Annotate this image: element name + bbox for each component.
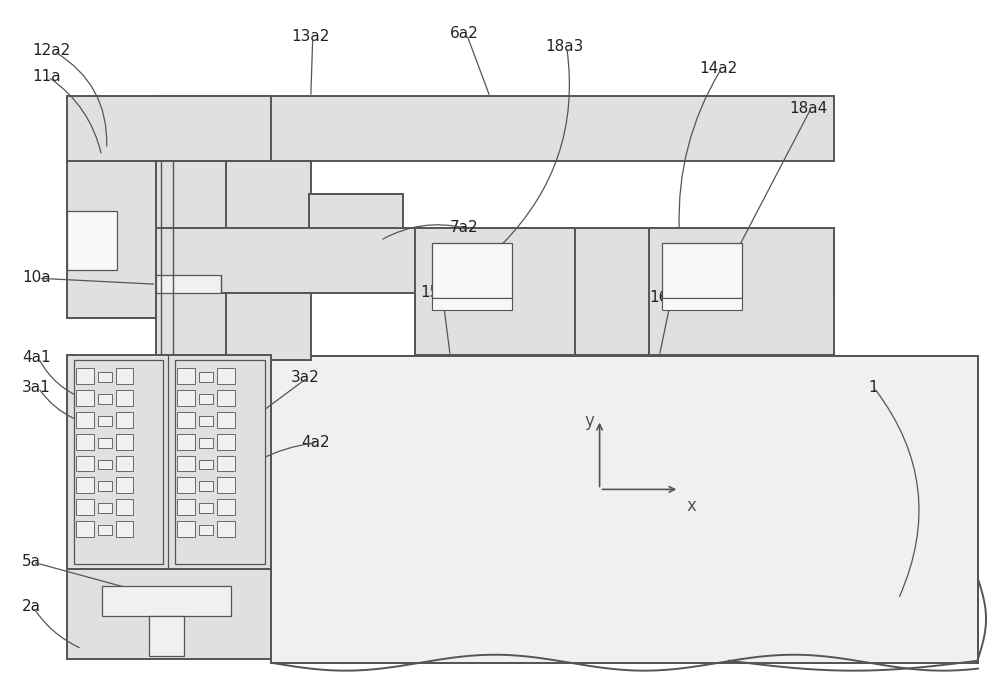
Bar [226, 161, 311, 360]
Bar [76, 456, 94, 471]
Bar [199, 460, 213, 469]
Bar [76, 521, 94, 537]
Bar [217, 477, 235, 493]
Bar [67, 211, 117, 270]
Bar [98, 460, 112, 469]
Bar [156, 96, 834, 161]
Bar [177, 434, 195, 449]
Bar [98, 372, 112, 382]
Bar [156, 275, 221, 293]
Text: y: y [585, 412, 595, 430]
Text: 7a2: 7a2 [450, 220, 479, 235]
Bar [149, 616, 184, 656]
Text: 11a: 11a [32, 69, 61, 84]
Bar [76, 477, 94, 493]
Bar [116, 412, 133, 428]
Bar [177, 456, 195, 471]
Bar [177, 412, 195, 428]
Text: 14a2: 14a2 [699, 61, 737, 76]
Bar [199, 482, 213, 491]
Bar [116, 456, 133, 471]
Text: x: x [686, 497, 696, 515]
Bar [662, 244, 742, 298]
Bar [156, 161, 231, 360]
Text: 4a2: 4a2 [301, 434, 329, 449]
Bar [67, 149, 156, 318]
Bar [98, 503, 112, 513]
Bar [217, 390, 235, 406]
Bar [76, 412, 94, 428]
Bar [217, 499, 235, 515]
Bar [98, 482, 112, 491]
Text: 2a: 2a [22, 599, 41, 614]
Bar [116, 499, 133, 515]
Bar [217, 368, 235, 384]
Bar [177, 521, 195, 537]
Bar [67, 569, 271, 659]
Bar [177, 499, 195, 515]
Bar [217, 434, 235, 449]
Text: 16a2: 16a2 [649, 290, 688, 305]
Bar [199, 438, 213, 447]
Text: 6a2: 6a2 [450, 26, 479, 41]
Bar [116, 368, 133, 384]
Bar [649, 228, 834, 355]
Bar [432, 244, 512, 298]
Text: 15a2: 15a2 [420, 285, 459, 300]
Bar [217, 456, 235, 471]
Bar [156, 228, 834, 293]
Text: 1: 1 [868, 380, 878, 395]
Bar [116, 390, 133, 406]
Bar [76, 499, 94, 515]
Bar [76, 390, 94, 406]
Bar [199, 372, 213, 382]
Bar [199, 525, 213, 535]
Bar [217, 412, 235, 428]
Text: 3a2: 3a2 [291, 370, 320, 385]
Bar [116, 434, 133, 449]
Bar [432, 298, 512, 310]
Bar [116, 521, 133, 537]
Text: 18a4: 18a4 [789, 101, 827, 116]
Text: 4a1: 4a1 [22, 350, 51, 365]
Bar [98, 416, 112, 425]
Bar [415, 228, 575, 355]
Text: 12a2: 12a2 [32, 43, 70, 58]
Bar [199, 503, 213, 513]
Bar [74, 360, 163, 564]
Bar [177, 477, 195, 493]
Bar [76, 368, 94, 384]
Text: 3a1: 3a1 [22, 380, 51, 395]
Bar [575, 228, 649, 355]
Bar [271, 356, 978, 663]
Bar [116, 477, 133, 493]
Bar [102, 586, 231, 616]
Bar [175, 360, 265, 564]
Bar [67, 355, 271, 569]
Bar [98, 438, 112, 447]
Bar [199, 394, 213, 404]
Bar [309, 194, 403, 293]
Text: 13a2: 13a2 [291, 29, 329, 44]
Bar [217, 521, 235, 537]
Bar [177, 390, 195, 406]
Text: 18a3: 18a3 [545, 39, 583, 54]
Bar [662, 298, 742, 310]
Text: 17a4: 17a4 [679, 255, 718, 270]
Text: 5a: 5a [22, 554, 41, 569]
Text: 10a: 10a [22, 270, 51, 285]
Bar [98, 394, 112, 404]
Text: 17a3: 17a3 [440, 250, 479, 265]
Bar [67, 96, 271, 161]
Bar [199, 416, 213, 425]
Bar [98, 525, 112, 535]
Bar [177, 368, 195, 384]
Bar [76, 434, 94, 449]
Bar [271, 356, 978, 663]
